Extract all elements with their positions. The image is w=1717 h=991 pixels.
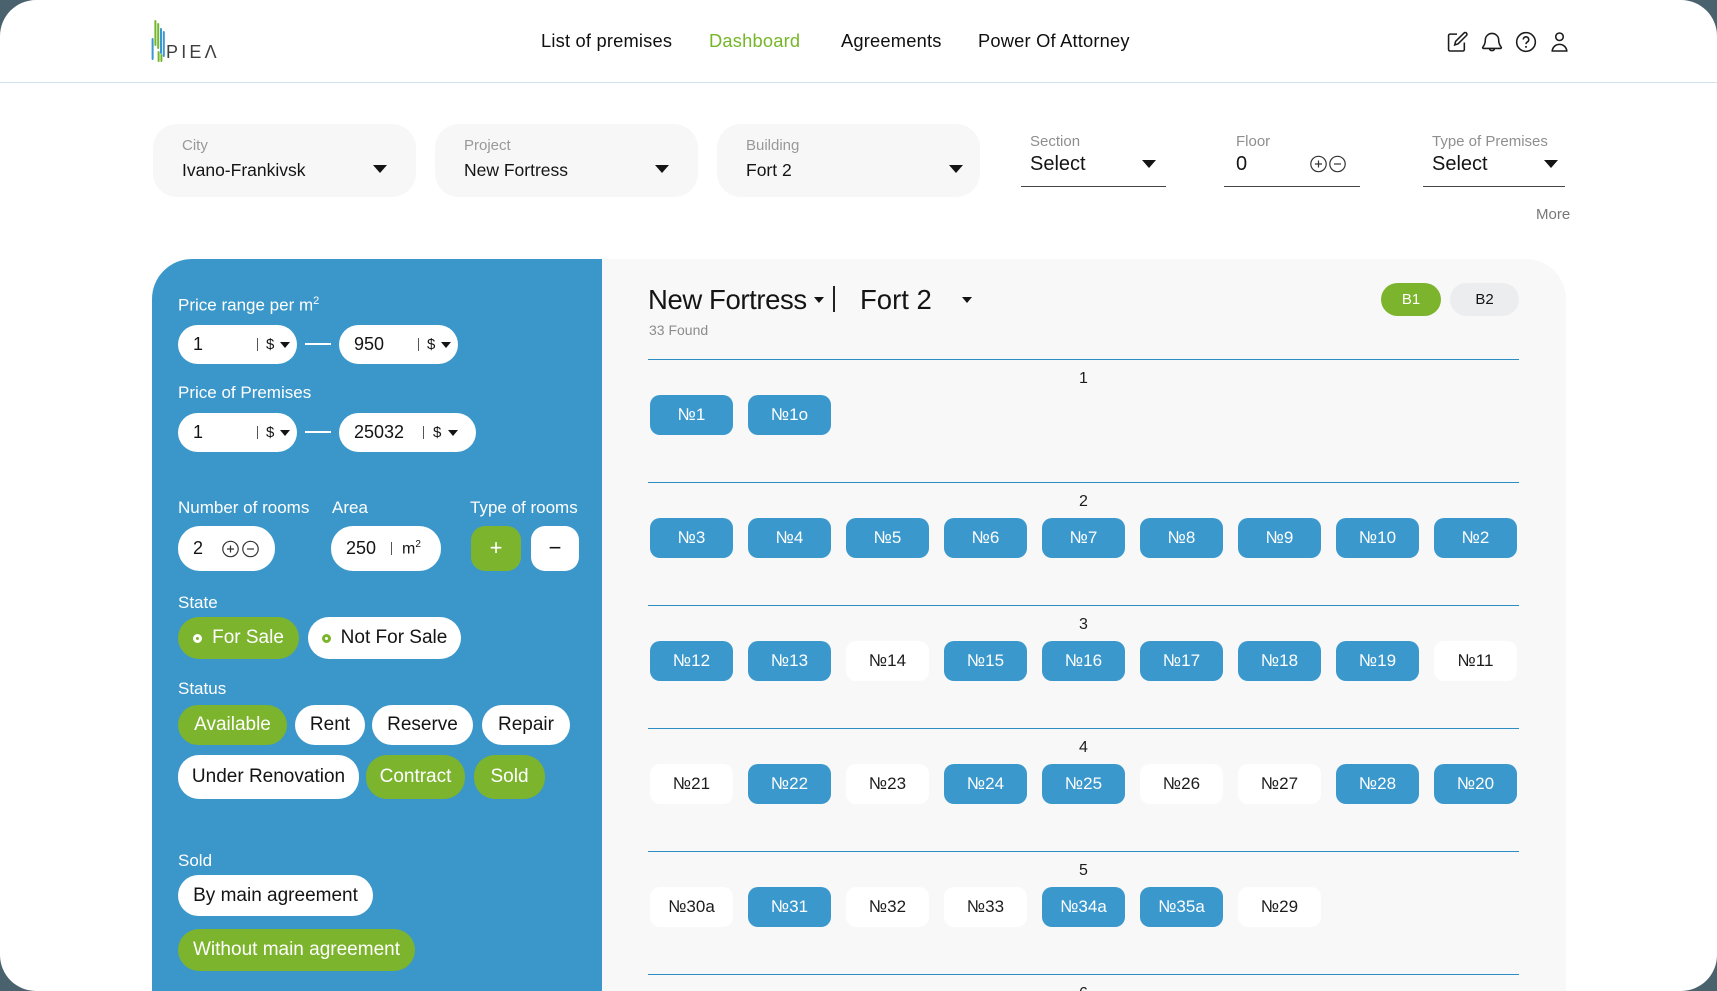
svg-text:PIEΛ: PIEΛ (166, 42, 220, 62)
